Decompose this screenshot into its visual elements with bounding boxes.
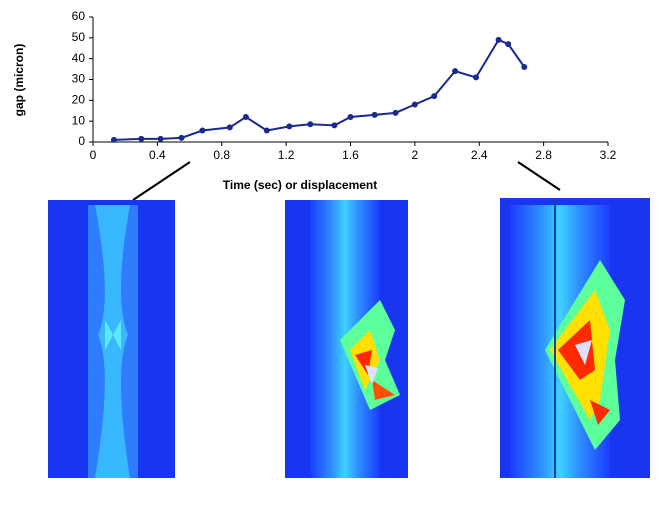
y-tick-label: 10 xyxy=(72,113,86,127)
x-axis-label: Time (sec) or displacement xyxy=(223,178,378,192)
connector xyxy=(132,161,191,201)
x-tick-label: 0.8 xyxy=(213,148,230,162)
simulation-image xyxy=(48,200,175,478)
x-tick-label: 2.4 xyxy=(471,148,488,162)
y-tick-label: 30 xyxy=(72,72,86,86)
point xyxy=(371,111,378,118)
point xyxy=(263,127,270,134)
point xyxy=(505,41,512,48)
x-tick-label: 1.2 xyxy=(278,148,295,162)
point xyxy=(226,124,233,131)
point xyxy=(110,136,117,143)
point xyxy=(473,74,480,81)
point xyxy=(431,93,438,100)
x-tick-label: 2.8 xyxy=(535,148,552,162)
x-tick-label: 1.6 xyxy=(342,148,359,162)
plot: 0 10 20 30 40 50 60 0 0.4 0.8 1.2 1.6 2 2.4 2.8 3.2 xyxy=(72,9,617,162)
point xyxy=(157,135,164,142)
point xyxy=(521,64,528,70)
x-tick-label: 3.2 xyxy=(600,148,617,162)
simulation-image xyxy=(285,200,408,478)
point xyxy=(452,68,459,75)
point xyxy=(242,114,249,120)
y-tick-label: 60 xyxy=(72,9,86,23)
series-line xyxy=(113,38,526,141)
simulation-image xyxy=(500,198,650,478)
point xyxy=(347,114,354,120)
point xyxy=(178,134,185,141)
point xyxy=(138,135,145,142)
point xyxy=(307,121,314,128)
x-tick-label: 0 xyxy=(90,148,97,162)
y-tick-label: 40 xyxy=(72,51,86,65)
point xyxy=(392,109,399,116)
connector xyxy=(517,161,561,191)
point xyxy=(286,123,293,130)
y-tick-label: 50 xyxy=(72,30,86,44)
point xyxy=(331,122,338,129)
point xyxy=(495,36,502,43)
x-tick-label: 2 xyxy=(412,148,419,162)
point xyxy=(199,127,206,134)
point xyxy=(411,101,418,108)
x-tick-label: 0.4 xyxy=(149,148,166,162)
y-tick-label: 0 xyxy=(78,134,85,148)
y-axis-label: gap (micron) xyxy=(12,44,26,117)
y-tick-label: 20 xyxy=(72,93,86,107)
